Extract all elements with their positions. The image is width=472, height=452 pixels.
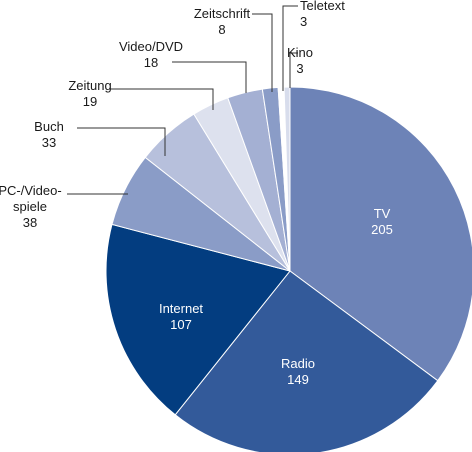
slice-value-pc-video-spiele: 38 (23, 215, 37, 230)
pie-slice-radio (174, 270, 439, 452)
leader-line-kino (289, 52, 298, 88)
slice-label-buch: Buch 33 (34, 119, 64, 150)
leader-line-zeitschrift (252, 13, 273, 92)
slice-label-radio: Radio 149 (281, 356, 315, 387)
pie-slices (105, 86, 472, 452)
slice-label-video-dvd: Video/DVD 18 (119, 39, 183, 70)
slice-value-zeitschrift: 8 (218, 22, 225, 37)
slice-label-pc-video-spiele: PC-/Video-spiele 38 (0, 183, 62, 230)
slice-value-internet: 107 (170, 317, 192, 332)
slice-label-zeitschrift: Zeitschrift 8 (194, 6, 251, 37)
slice-label-tv: TV 205 (371, 206, 393, 237)
slice-label-zeitung: Zeitung 19 (68, 78, 111, 109)
slice-value-tv: 205 (371, 222, 393, 237)
leader-line-zeitung (109, 88, 214, 110)
slice-label-internet: Internet 107 (159, 301, 203, 332)
slice-value-teletext: 3 (300, 14, 307, 29)
slice-value-zeitung: 19 (83, 94, 97, 109)
leader-line-video-dvd (172, 61, 247, 93)
slice-value-buch: 33 (42, 135, 56, 150)
slice-labels: TV 205 Radio 149 Internet 107 PC-/Video-spiele… (0, 0, 393, 387)
pie-slice-tv (289, 86, 472, 382)
leader-lines (67, 5, 298, 195)
slice-value-radio: 149 (287, 372, 309, 387)
slice-value-video-dvd: 18 (144, 55, 158, 70)
leader-line-teletext (282, 5, 298, 91)
slice-label-kino: Kino 3 (287, 45, 313, 76)
slice-label-teletext: Teletext 3 (300, 0, 345, 29)
slice-value-kino: 3 (296, 61, 303, 76)
leader-line-buch (77, 127, 166, 156)
pie-slice-internet (105, 223, 291, 416)
